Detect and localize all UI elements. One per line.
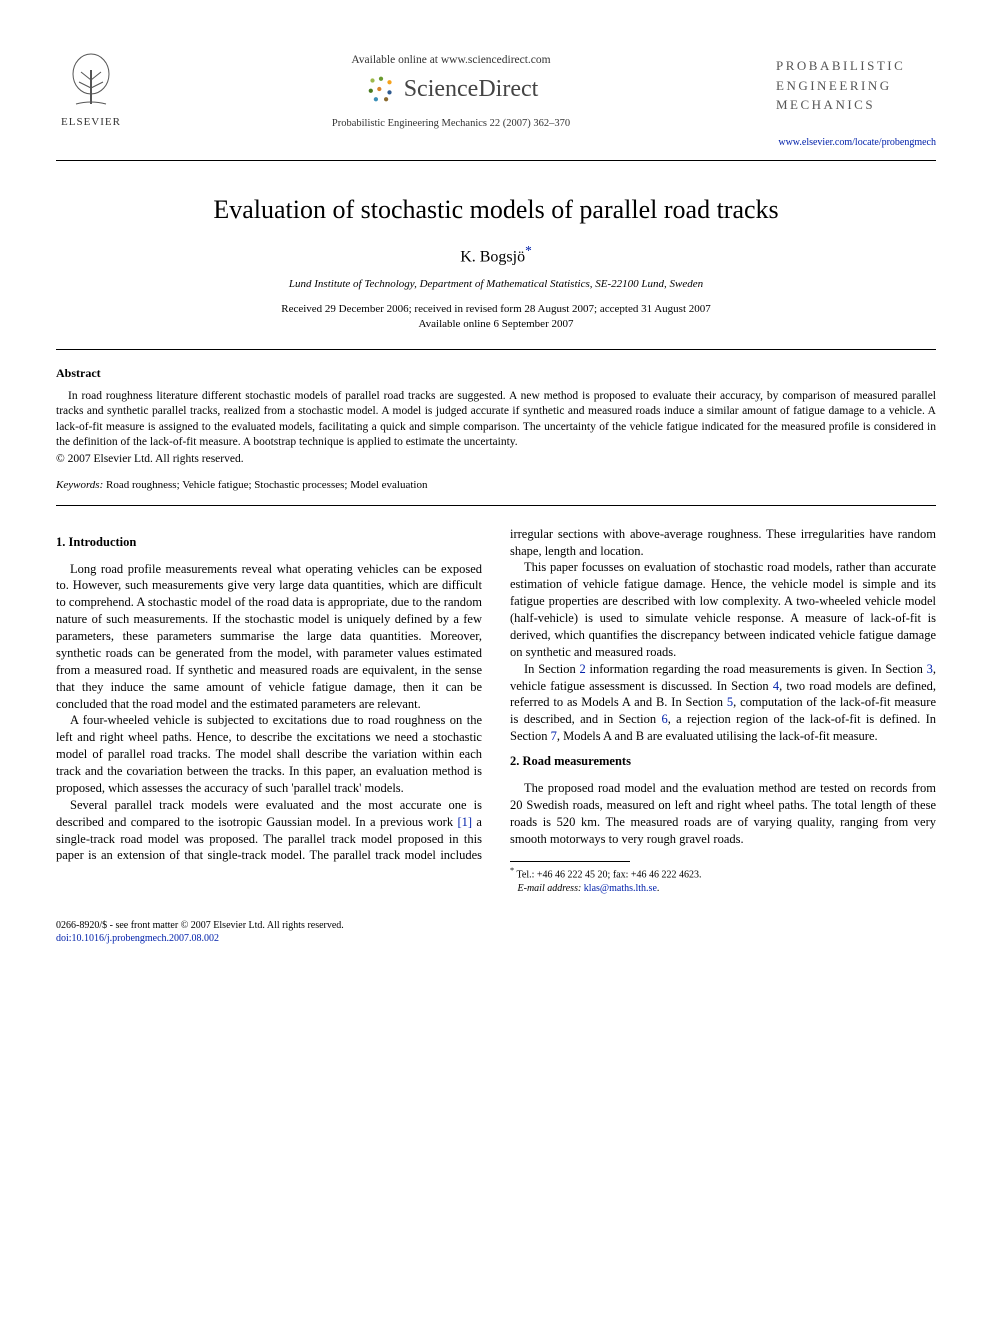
footnote-separator: [510, 861, 630, 862]
body-paragraph: The proposed road model and the evaluati…: [510, 780, 936, 848]
rule: [56, 160, 936, 161]
body-text: 1. Introduction Long road profile measur…: [56, 526, 936, 895]
elsevier-label: ELSEVIER: [56, 116, 126, 128]
body-paragraph: In Section 2 information regarding the r…: [510, 661, 936, 745]
rule: [56, 505, 936, 506]
journal-title-line1: PROBABILISTIC: [776, 56, 936, 76]
email-link[interactable]: klas@maths.lth.se: [584, 883, 657, 894]
sciencedirect-logo: ScienceDirect: [364, 72, 539, 106]
elsevier-logo: ELSEVIER: [56, 50, 126, 128]
keywords: Keywords: Road roughness; Vehicle fatigu…: [56, 479, 936, 491]
footnote-tel: Tel.: +46 46 222 45 20; fax: +46 46 222 …: [517, 870, 702, 881]
page-footer: 0266-8920/$ - see front matter © 2007 El…: [56, 919, 936, 945]
author-line: K. Bogsjö*: [56, 243, 936, 266]
abstract-text: In road roughness literature different s…: [56, 389, 936, 451]
doi-link[interactable]: doi:10.1016/j.probengmech.2007.08.002: [56, 932, 936, 945]
author-marker[interactable]: *: [525, 243, 532, 258]
body-paragraph: A four-wheeled vehicle is subjected to e…: [56, 712, 482, 796]
section-1-heading: 1. Introduction: [56, 534, 482, 551]
available-online-text: Available online at www.sciencedirect.co…: [126, 54, 776, 66]
affiliation: Lund Institute of Technology, Department…: [56, 278, 936, 290]
body-paragraph: This paper focusses on evaluation of sto…: [510, 559, 936, 660]
journal-block: PROBABILISTIC ENGINEERING MECHANICS www.…: [776, 50, 936, 148]
rule: [56, 349, 936, 350]
journal-url[interactable]: www.elsevier.com/locate/probengmech: [776, 137, 936, 148]
dates-line2: Available online 6 September 2007: [56, 317, 936, 332]
article-title: Evaluation of stochastic models of paral…: [56, 195, 936, 225]
citation-text: Probabilistic Engineering Mechanics 22 (…: [126, 118, 776, 129]
dates-line1: Received 29 December 2006; received in r…: [56, 302, 936, 317]
ref-link[interactable]: [1]: [457, 815, 472, 829]
author-name: K. Bogsjö: [460, 248, 525, 265]
abstract-heading: Abstract: [56, 366, 936, 381]
journal-title-line3: MECHANICS: [776, 95, 936, 115]
keywords-text: Road roughness; Vehicle fatigue; Stochas…: [103, 479, 427, 491]
header: ELSEVIER Available online at www.science…: [56, 50, 936, 148]
header-center: Available online at www.sciencedirect.co…: [126, 50, 776, 129]
section-2-heading: 2. Road measurements: [510, 753, 936, 770]
journal-title-line2: ENGINEERING: [776, 76, 936, 96]
article-dates: Received 29 December 2006; received in r…: [56, 302, 936, 333]
abstract-copyright: © 2007 Elsevier Ltd. All rights reserved…: [56, 453, 936, 465]
keywords-label: Keywords:: [56, 479, 103, 491]
footer-copyright: 0266-8920/$ - see front matter © 2007 El…: [56, 919, 936, 932]
corresponding-footnote: * Tel.: +46 46 222 45 20; fax: +46 46 22…: [510, 866, 936, 894]
sciencedirect-dots-icon: [364, 72, 398, 106]
footnote-marker: *: [510, 866, 514, 875]
body-paragraph: Long road profile measurements reveal wh…: [56, 561, 482, 713]
email-label: E-mail address:: [518, 883, 582, 894]
sciencedirect-text: ScienceDirect: [404, 76, 539, 103]
elsevier-tree-icon: [61, 50, 121, 110]
